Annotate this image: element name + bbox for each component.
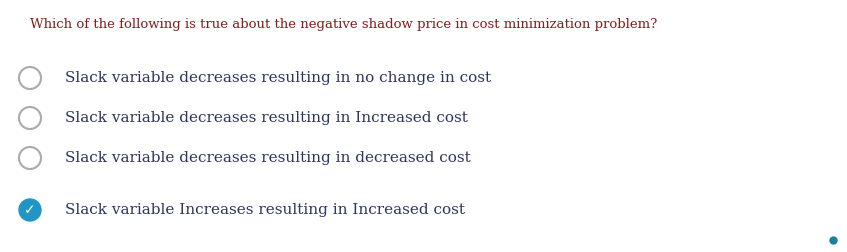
Text: Slack variable decreases resulting in Increased cost: Slack variable decreases resulting in In… [65,111,468,125]
Text: Slack variable Increases resulting in Increased cost: Slack variable Increases resulting in In… [65,203,465,217]
Text: Which of the following is true about the negative shadow price in cost minimizat: Which of the following is true about the… [30,18,657,31]
Text: Slack variable decreases resulting in no change in cost: Slack variable decreases resulting in no… [65,71,491,85]
Circle shape [19,199,41,221]
Text: Slack variable decreases resulting in decreased cost: Slack variable decreases resulting in de… [65,151,471,165]
Text: ✓: ✓ [25,203,36,217]
